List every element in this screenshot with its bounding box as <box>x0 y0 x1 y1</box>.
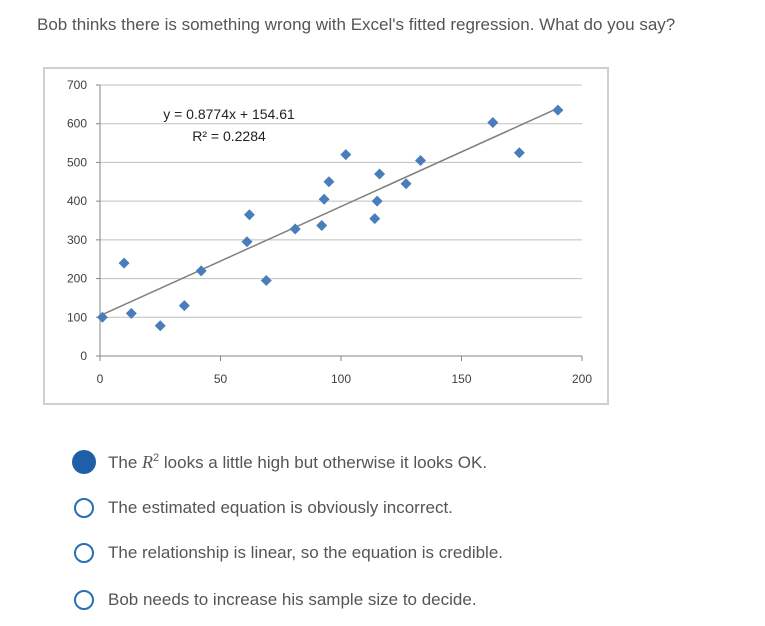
r-superscript: 2 <box>153 451 160 464</box>
data-point <box>552 104 564 116</box>
data-point <box>178 300 190 312</box>
choice-3-label: The relationship is linear, so the equat… <box>108 543 504 562</box>
data-point <box>323 176 335 188</box>
data-point <box>195 265 207 277</box>
x-tick-label: 100 <box>331 372 351 386</box>
y-tick-label: 700 <box>67 78 87 92</box>
data-point <box>289 223 301 235</box>
data-point <box>318 193 330 205</box>
y-tick-label: 300 <box>67 233 87 247</box>
choice-1-suffix: looks a little high but otherwise it loo… <box>159 452 488 472</box>
choice-1-prefix: The <box>108 452 143 472</box>
y-tick-label: 0 <box>80 349 87 363</box>
equation-label: y = 0.8774x + 154.61 <box>163 106 295 122</box>
data-point <box>125 307 137 319</box>
data-point <box>369 213 381 225</box>
data-point <box>487 117 499 129</box>
choice-2[interactable]: The estimated equation is obviously inco… <box>74 493 453 523</box>
x-tick-label: 150 <box>451 372 471 386</box>
trendline <box>102 107 559 316</box>
x-tick-label: 200 <box>572 372 592 386</box>
choice-3[interactable]: The relationship is linear, so the equat… <box>74 538 503 568</box>
y-tick-label: 400 <box>67 194 87 208</box>
data-point <box>260 275 272 287</box>
data-point <box>154 320 166 332</box>
choice-1-label: The R2 looks a little high but otherwise… <box>108 452 487 473</box>
question-text: Bob thinks there is something wrong with… <box>37 15 676 34</box>
radio-icon[interactable] <box>74 543 94 563</box>
chart-svg: 0 100 200 300 400 500 600 700 0 50 100 150 200 y = 0.… <box>67 78 592 386</box>
radio-icon[interactable] <box>74 590 94 610</box>
choice-4[interactable]: Bob needs to increase his sample size to… <box>74 585 477 615</box>
r-squared-label: R² = 0.2284 <box>192 128 266 144</box>
y-tick-label: 200 <box>67 272 87 286</box>
radio-icon[interactable] <box>74 498 94 518</box>
data-point <box>415 154 427 166</box>
r-symbol: R <box>142 451 154 472</box>
scatter-chart: 0 100 200 300 400 500 600 700 0 50 100 150 200 y = 0.… <box>43 67 609 405</box>
choice-4-label: Bob needs to increase his sample size to… <box>108 590 477 609</box>
data-point <box>243 209 255 221</box>
data-point <box>340 149 352 161</box>
data-point <box>513 147 525 159</box>
y-tick-label: 600 <box>67 117 87 131</box>
choice-1[interactable]: The R2 looks a little high but otherwise… <box>72 447 487 477</box>
y-tick-label: 500 <box>67 155 87 169</box>
data-point <box>118 257 130 269</box>
data-point <box>400 178 412 190</box>
data-point <box>96 311 108 323</box>
choice-2-label: The estimated equation is obviously inco… <box>108 498 453 517</box>
data-point <box>374 168 386 180</box>
radio-selected-icon[interactable] <box>72 450 96 474</box>
data-point <box>371 195 383 207</box>
data-point <box>241 236 253 248</box>
x-tick-label: 50 <box>214 372 228 386</box>
data-point <box>316 220 328 232</box>
r-squared-symbol: R2 <box>142 452 159 472</box>
x-tick-label: 0 <box>97 372 104 386</box>
y-tick-label: 100 <box>67 310 87 324</box>
